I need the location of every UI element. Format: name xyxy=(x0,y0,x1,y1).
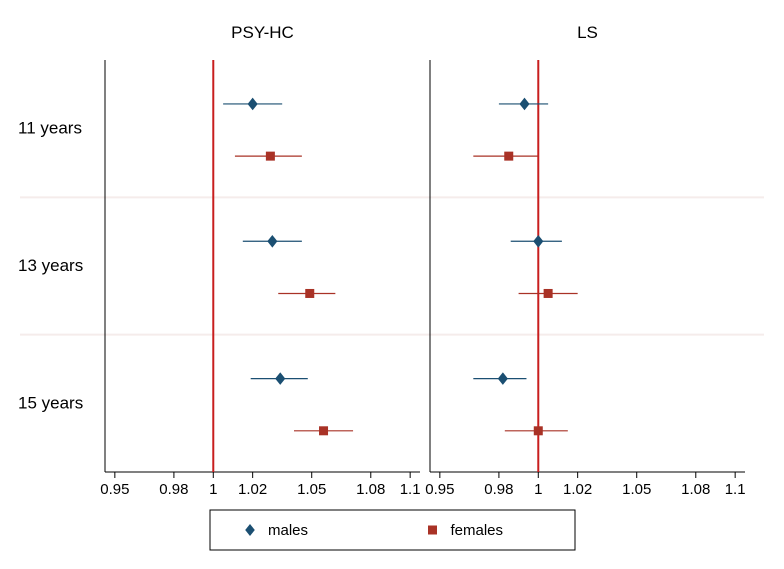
forest-plot: PSY-HC 0.95 0.98 1 1.02 1.05 1.08 1.1 LS 0.95 0.98… xyxy=(0,0,784,569)
x-tick-label: 0.98 xyxy=(484,481,513,498)
marker-square xyxy=(534,427,542,435)
x-tick-label: 1.05 xyxy=(622,481,651,498)
x-tick-label: 1.08 xyxy=(681,481,710,498)
marker-square xyxy=(266,152,274,160)
x-tick-label: 1.08 xyxy=(356,481,385,498)
panel-title: PSY-HC xyxy=(231,23,294,42)
x-tick-label: 0.95 xyxy=(425,481,454,498)
x-tick-label: 1.02 xyxy=(238,481,267,498)
marker-square xyxy=(544,289,552,297)
marker-square xyxy=(320,427,328,435)
x-tick-label: 1.1 xyxy=(400,481,421,498)
x-tick-label: 1 xyxy=(209,481,217,498)
legend-marker-square xyxy=(428,526,437,535)
x-tick-label: 1 xyxy=(534,481,542,498)
legend-box xyxy=(210,510,575,550)
marker-square xyxy=(306,289,314,297)
x-tick-label: 1.02 xyxy=(563,481,592,498)
panel-title: LS xyxy=(577,23,598,42)
x-tick-label: 1.05 xyxy=(297,481,326,498)
x-tick-label: 1.1 xyxy=(725,481,746,498)
marker-square xyxy=(505,152,513,160)
x-tick-label: 0.95 xyxy=(100,481,129,498)
x-tick-label: 0.98 xyxy=(159,481,188,498)
legend-label: males xyxy=(268,522,308,539)
chart-svg: PSY-HC 0.95 0.98 1 1.02 1.05 1.08 1.1 LS 0.95 0.98… xyxy=(0,0,784,569)
row-group-label: 11 years xyxy=(18,119,82,138)
row-group-label: 15 years xyxy=(18,393,83,412)
legend-label: females xyxy=(451,522,504,539)
row-group-label: 13 years xyxy=(18,256,83,275)
